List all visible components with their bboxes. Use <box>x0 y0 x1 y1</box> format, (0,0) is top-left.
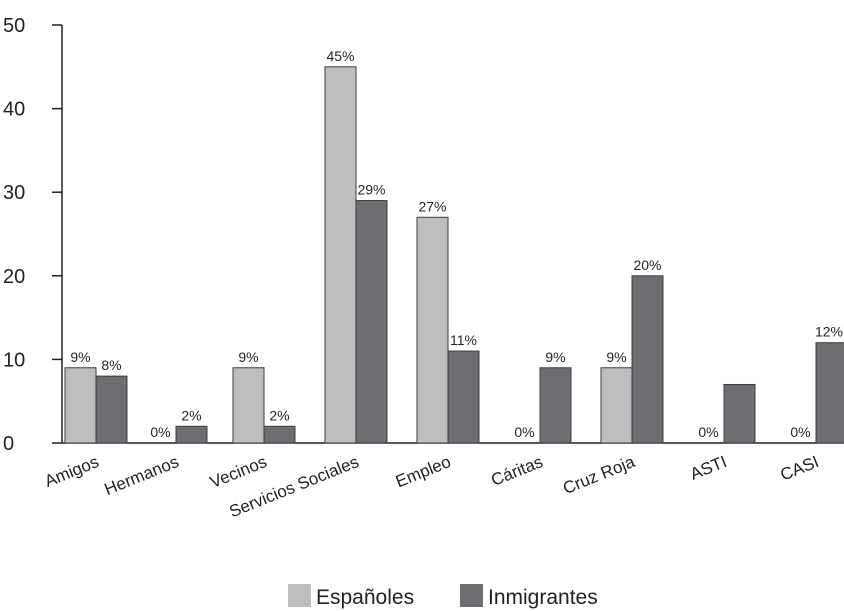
legend-swatch-espanoles <box>288 584 311 607</box>
y-tick-label-30: 30 <box>3 182 25 204</box>
y-tick-label-0: 0 <box>3 433 14 455</box>
x-category-label-cruz-roja: Cruz Roja <box>560 452 638 498</box>
data-label-espanoles-caritas: 0% <box>514 424 534 440</box>
data-label-inmigrantes-casi: 12% <box>815 324 843 340</box>
bar-inmigrantes-caritas <box>539 367 572 444</box>
bar-espanoles-cruz-roja <box>600 367 633 444</box>
x-category-label-caritas: Cáritas <box>488 452 545 490</box>
data-label-espanoles-empleo: 27% <box>418 198 446 214</box>
bar-espanoles-amigos <box>64 367 97 444</box>
y-tick-label-10: 10 <box>3 349 25 371</box>
legend-swatch-inmigrantes <box>460 584 483 607</box>
y-tick-label-50: 50 <box>3 15 25 37</box>
data-label-inmigrantes-empleo: 11% <box>450 332 477 348</box>
y-tick-label-20: 20 <box>3 266 25 288</box>
bar-inmigrantes-empleo <box>447 350 480 444</box>
bar-espanoles-vecinos <box>232 367 265 444</box>
bar-inmigrantes-asti <box>723 383 756 444</box>
bar-inmigrantes-vecinos <box>263 425 296 444</box>
data-label-espanoles-servicios-sociales: 45% <box>326 48 354 64</box>
data-label-inmigrantes-hermanos: 2% <box>181 407 201 423</box>
data-label-inmigrantes-cruz-roja: 20% <box>633 257 661 273</box>
x-category-label-vecinos: Vecinos <box>207 452 269 492</box>
data-label-espanoles-cruz-roja: 9% <box>606 349 626 365</box>
data-label-espanoles-casi: 0% <box>790 424 810 440</box>
x-category-label-hermanos: Hermanos <box>102 452 182 499</box>
data-label-espanoles-asti: 0% <box>698 424 718 440</box>
x-category-label-empleo: Empleo <box>393 452 454 491</box>
legend-label-inmigrantes: Inmigrantes <box>488 586 598 609</box>
data-label-espanoles-hermanos: 0% <box>150 424 170 440</box>
x-category-label-amigos: Amigos <box>42 452 102 491</box>
bar-inmigrantes-hermanos <box>175 425 208 444</box>
data-label-espanoles-amigos: 9% <box>70 349 90 365</box>
bar-inmigrantes-amigos <box>95 375 128 444</box>
data-label-inmigrantes-vecinos: 2% <box>269 407 289 423</box>
bar-inmigrantes-cruz-roja <box>631 275 664 444</box>
legend-label-espanoles: Españoles <box>316 586 414 609</box>
bar-espanoles-empleo <box>416 216 449 444</box>
data-label-inmigrantes-servicios-sociales: 29% <box>357 182 385 198</box>
x-category-label-asti: ASTI <box>687 452 729 484</box>
y-tick-label-40: 40 <box>3 99 25 121</box>
data-label-inmigrantes-amigos: 8% <box>101 357 121 373</box>
data-label-espanoles-vecinos: 9% <box>238 349 258 365</box>
bar-inmigrantes-casi <box>815 342 844 444</box>
bar-inmigrantes-servicios-sociales <box>355 200 388 444</box>
bar-espanoles-servicios-sociales <box>324 66 357 444</box>
data-label-inmigrantes-caritas: 9% <box>545 349 565 365</box>
x-category-label-casi: CASI <box>778 452 822 484</box>
